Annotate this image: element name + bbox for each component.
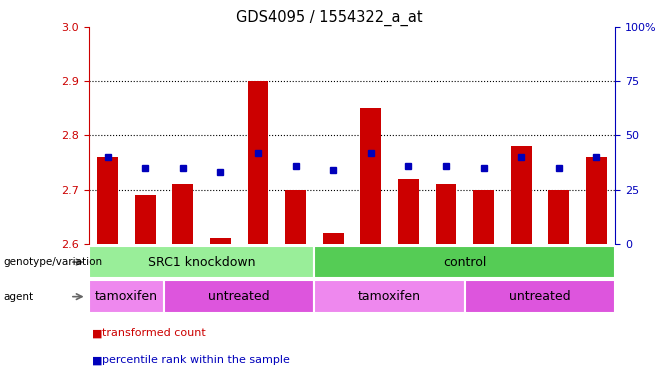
Bar (549, 190, 569, 244)
Text: SRC1 knockdown: SRC1 knockdown (148, 256, 255, 268)
Text: percentile rank within the sample: percentile rank within the sample (102, 355, 290, 365)
Text: tamoxifen: tamoxifen (358, 290, 421, 303)
Text: untreated: untreated (209, 290, 270, 303)
Bar (465, 280, 615, 313)
Bar (511, 146, 532, 244)
Bar (89, 246, 315, 278)
Bar (586, 157, 607, 244)
Bar (247, 81, 268, 244)
Text: genotype/variation: genotype/variation (3, 257, 103, 267)
Text: ■: ■ (92, 355, 103, 365)
Bar (315, 280, 465, 313)
Bar (323, 233, 343, 244)
Bar (89, 280, 164, 313)
Bar (398, 179, 418, 244)
Text: agent: agent (3, 291, 34, 302)
Text: transformed count: transformed count (102, 328, 206, 338)
Bar (361, 108, 381, 244)
Bar (172, 184, 193, 244)
Text: control: control (443, 256, 486, 268)
Bar (164, 280, 315, 313)
Bar (210, 238, 231, 244)
Bar (135, 195, 155, 244)
Bar (97, 157, 118, 244)
Text: tamoxifen: tamoxifen (95, 290, 158, 303)
Bar (436, 184, 457, 244)
Text: GDS4095 / 1554322_a_at: GDS4095 / 1554322_a_at (236, 10, 422, 26)
Bar (315, 246, 615, 278)
Bar (286, 190, 306, 244)
Text: untreated: untreated (509, 290, 571, 303)
Bar (473, 190, 494, 244)
Text: ■: ■ (92, 328, 103, 338)
